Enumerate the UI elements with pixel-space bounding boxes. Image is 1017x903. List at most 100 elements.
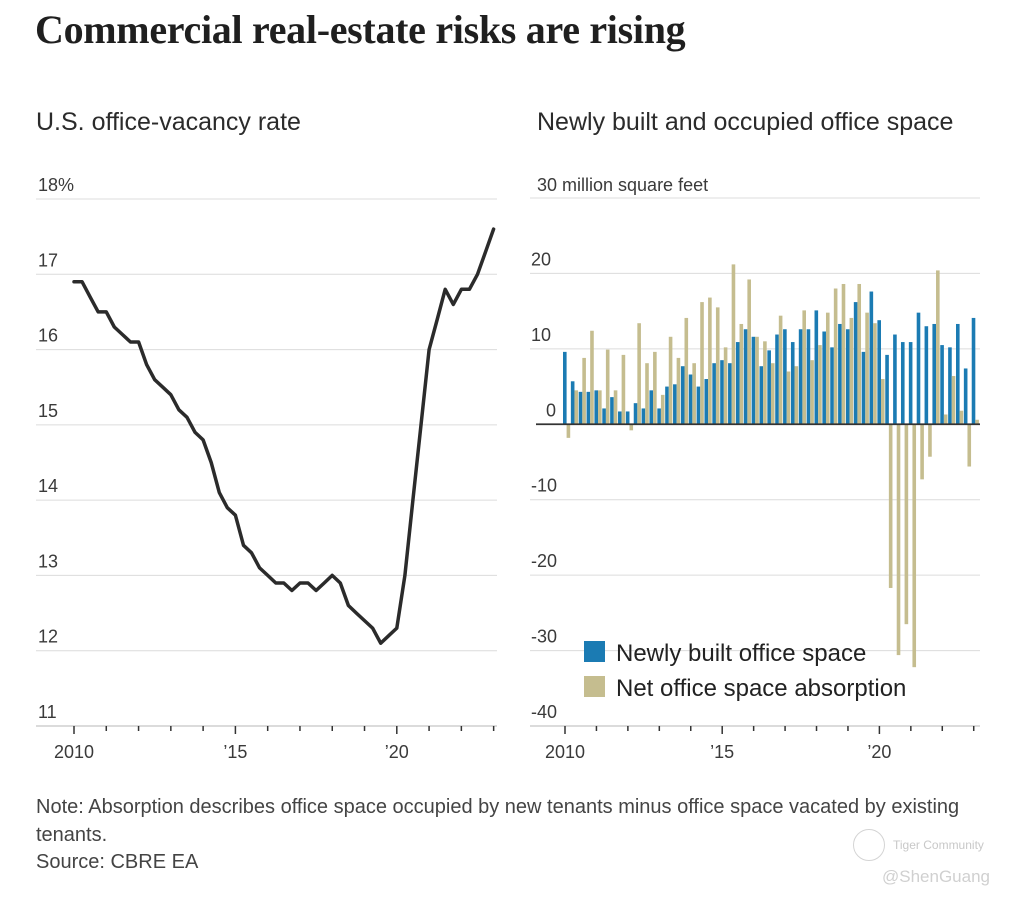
bar-newly-built [893,334,897,425]
bar-newly-built [618,411,622,425]
y-tick-label: 10 [531,325,551,345]
bar-newly-built [948,347,952,425]
bar-net-absorption [660,394,665,425]
bar-net-absorption [936,270,940,425]
bar-newly-built [830,347,834,425]
bar-newly-built [790,342,795,425]
bar-newly-built [838,323,842,425]
y-tick-label: 20 [531,249,551,269]
bar-newly-built [932,323,937,425]
bar-net-absorption [566,424,571,438]
bar-net-absorption [739,323,744,425]
bar-newly-built [759,366,764,425]
bar-net-absorption [755,336,759,425]
bar-newly-built [900,342,905,425]
bar-newly-built [822,331,826,425]
bar-newly-built [665,386,669,425]
bar-newly-built [688,374,693,425]
bar-net-absorption [637,323,641,425]
x-tick-label: ’20 [867,742,891,762]
bar-newly-built [783,329,787,425]
bar-net-absorption [582,357,586,425]
y-unit-label: 30 million square feet [537,175,708,195]
bar-net-absorption [574,390,579,425]
bar-newly-built [751,336,756,425]
bar-net-absorption [912,424,917,668]
bar-newly-built [853,302,858,425]
x-tick-label: 2010 [54,742,94,762]
bar-net-absorption [959,410,964,425]
bar-net-absorption [668,336,673,425]
y-tick-label: -40 [531,702,557,722]
bar-net-absorption [794,366,799,425]
bar-net-absorption [731,264,736,425]
bar-net-absorption [747,279,751,425]
bar-newly-built [916,312,921,425]
bar-net-absorption [613,390,618,425]
bar-newly-built [712,363,716,425]
bar-net-absorption [770,363,775,425]
legend-label-net-absorption: Net office space absorption [616,675,906,702]
y-tick-label: 11 [38,702,57,722]
bar-net-absorption [896,424,901,656]
bar-newly-built [845,329,850,425]
bar-net-absorption [841,283,846,425]
bar-newly-built [570,381,575,425]
bar-net-absorption [629,424,634,431]
bar-newly-built [594,390,599,425]
legend-swatch-net-absorption [584,676,605,697]
bar-newly-built [877,320,881,425]
bar-net-absorption [967,424,972,467]
y-tick-label: 13 [38,551,58,571]
bar-newly-built [869,291,874,425]
bar-net-absorption [778,315,783,425]
bar-net-absorption [928,424,932,457]
bar-newly-built [924,326,929,425]
bar-newly-built [657,408,661,425]
bar-newly-built [728,363,732,425]
source-note: Source: CBRE EA [36,851,199,873]
bar-net-absorption [825,312,830,425]
bar-net-absorption [865,312,869,425]
y-tick-label: 0 [546,400,556,420]
page-title: Commercial real-estate risks are rising [35,7,686,52]
bar-newly-built [673,384,677,425]
footnote: Note: Absorption describes office space … [36,796,960,846]
y-tick-label: -30 [531,627,557,647]
bar-newly-built [610,397,614,425]
bar-newly-built [806,329,811,425]
bar-net-absorption [598,390,602,425]
y-tick-label: 12 [38,627,58,647]
bar-newly-built [649,390,654,425]
bar-net-absorption [802,310,806,425]
bar-net-absorption [700,302,704,425]
bar-newly-built [680,366,685,425]
tiger-logo-icon [853,829,885,861]
bar-net-absorption [904,424,909,625]
bar-newly-built [633,403,638,425]
bar-net-absorption [605,349,610,425]
bar-net-absorption [833,288,838,425]
y-tick-label: 14 [38,476,58,496]
bar-net-absorption [975,419,979,425]
bar-net-absorption [684,317,689,425]
bar-newly-built [885,354,889,425]
bar-newly-built [775,334,779,425]
bar-net-absorption [590,330,594,425]
bar-newly-built [814,310,819,425]
bar-net-absorption [715,307,720,425]
bar-net-absorption [676,357,681,425]
bar-newly-built [563,351,567,425]
bar-net-absorption [951,376,956,425]
bar-net-absorption [723,347,728,425]
bar-net-absorption [881,379,885,425]
bar-net-absorption [621,354,626,425]
y-tick-label: -20 [531,551,557,571]
office-space-chart-title: Newly built and occupied office space [537,108,954,136]
vacancy-chart-title: U.S. office-vacancy rate [36,108,301,136]
bar-net-absorption [653,351,657,425]
legend-swatch-newly-built [584,641,605,662]
bar-newly-built [735,342,740,425]
bar-newly-built [704,379,709,425]
